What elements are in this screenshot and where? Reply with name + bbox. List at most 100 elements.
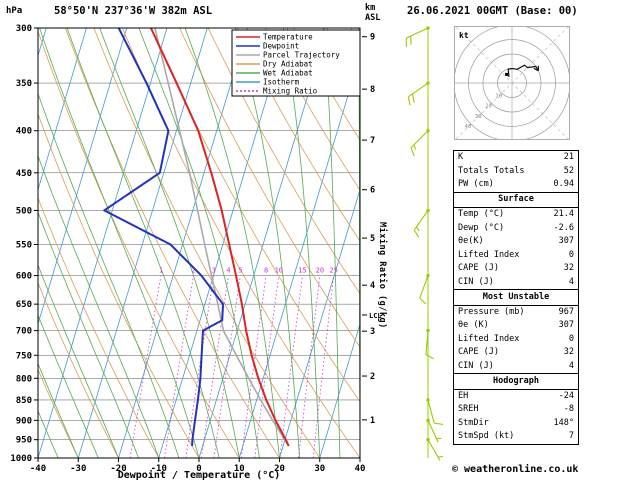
station-title: 58°50'N 237°36'W 382m ASL xyxy=(54,5,213,17)
stat-value: 21.4 xyxy=(553,209,574,219)
svg-text:450: 450 xyxy=(16,169,32,179)
stat-row: θe (K) 307 xyxy=(454,319,578,333)
svg-text:0: 0 xyxy=(196,464,201,474)
svg-text:1: 1 xyxy=(159,267,163,275)
stat-label: PW (cm) xyxy=(458,179,494,189)
mixing-ratio-lines xyxy=(129,275,335,458)
svg-text:15: 15 xyxy=(298,267,306,275)
stat-label: CIN (J) xyxy=(458,360,494,371)
stat-row: SREH -8 xyxy=(454,403,578,417)
svg-text:8: 8 xyxy=(370,85,375,95)
svg-text:4: 4 xyxy=(370,281,375,291)
svg-text:2: 2 xyxy=(370,372,375,382)
stat-label: Temp (°C) xyxy=(458,209,505,219)
mixing-ratio-labels: 1 2 3 4 5 8 10 15 20 25 xyxy=(159,267,338,275)
svg-text:950: 950 xyxy=(16,436,32,446)
svg-text:3: 3 xyxy=(212,267,216,275)
svg-text:-30: -30 xyxy=(70,464,86,474)
svg-text:-40: -40 xyxy=(30,464,46,474)
stat-row: θe(K) 307 xyxy=(454,235,578,249)
stat-value: 4 xyxy=(568,360,574,371)
stat-label: StmDir xyxy=(458,417,489,428)
temp-axis-title: Dewpoint / Temperature (°C) xyxy=(117,470,281,481)
svg-text:350: 350 xyxy=(16,79,32,89)
svg-text:850: 850 xyxy=(16,396,32,406)
svg-text:650: 650 xyxy=(16,300,32,310)
skewt-chart: 3003504004505005506006507007508008509009… xyxy=(10,24,443,474)
stat-value: 32 xyxy=(563,347,574,357)
asl-label: ASL xyxy=(365,13,381,23)
storm-motion-marker xyxy=(505,72,509,76)
stat-label: Pressure (mb) xyxy=(458,306,525,317)
svg-text:Dry Adiabat: Dry Adiabat xyxy=(263,60,313,69)
stat-row: Pressure (mb) 967 xyxy=(454,306,578,320)
stat-row: Lifted Index 0 xyxy=(454,333,578,347)
hodograph-unit-label: kt xyxy=(459,31,469,40)
svg-text:9: 9 xyxy=(370,33,375,43)
stat-label: K xyxy=(458,152,464,162)
stat-value: -8 xyxy=(563,404,574,414)
stat-label: Lifted Index xyxy=(458,333,520,344)
stat-row: Dewp (°C) -2.6 xyxy=(454,222,578,236)
svg-text:40: 40 xyxy=(465,124,472,130)
stat-value: 0 xyxy=(568,333,574,344)
stat-label: Lifted Index xyxy=(458,249,520,260)
stat-row: Totals Totals 52 xyxy=(454,165,578,179)
svg-text:550: 550 xyxy=(16,240,32,250)
lcl-marker: LCL xyxy=(369,312,382,320)
temp-axis: -40 -30 -20 -10 0 10 20 30 40 xyxy=(30,458,365,474)
wind-barb-column xyxy=(405,26,443,461)
stat-value: 307 xyxy=(558,320,574,330)
svg-text:900: 900 xyxy=(16,416,32,426)
stat-value: 148° xyxy=(553,417,574,428)
stat-row: PW (cm) 0.94 xyxy=(454,178,578,192)
stat-value: 21 xyxy=(563,152,574,162)
svg-text:-10: -10 xyxy=(151,464,167,474)
section-header: Most Unstable xyxy=(454,289,578,306)
stat-value: 307 xyxy=(558,236,574,246)
section-header: Hodograph xyxy=(454,373,578,390)
copyright-label: © weatheronline.co.uk xyxy=(452,464,579,475)
dewpoint-line xyxy=(103,28,224,447)
svg-text:-20: -20 xyxy=(110,464,126,474)
pressure-unit-label: hPa xyxy=(6,6,23,16)
temperature-line xyxy=(149,28,290,447)
svg-text:Isotherm: Isotherm xyxy=(263,78,300,87)
stat-label: Totals Totals xyxy=(458,165,525,176)
stat-value: -2.6 xyxy=(553,222,574,233)
svg-text:20: 20 xyxy=(485,104,492,110)
svg-text:1000: 1000 xyxy=(10,454,32,464)
km-axis-title: km ASL xyxy=(365,3,380,23)
stat-row: StmSpd (kt) 7 xyxy=(454,430,578,444)
svg-text:Wet Adiabat: Wet Adiabat xyxy=(263,69,313,78)
stat-row: CIN (J) 4 xyxy=(454,360,578,374)
svg-text:10: 10 xyxy=(234,464,245,474)
km-axis: 1 2 3 4 5 6 7 8 9 LCL xyxy=(362,33,382,426)
stat-label: CIN (J) xyxy=(458,276,494,287)
mixing-ratio-axis-title: Mixing Ratio (g/kg) xyxy=(377,222,387,329)
svg-text:5: 5 xyxy=(238,267,242,275)
stat-row: K 21 xyxy=(454,151,578,165)
svg-text:3: 3 xyxy=(370,327,375,337)
svg-text:1: 1 xyxy=(370,416,375,426)
svg-text:20: 20 xyxy=(316,267,324,275)
stat-label: StmSpd (kt) xyxy=(458,431,515,441)
parcel-trajectory-line xyxy=(154,28,290,447)
stat-row: EH -24 xyxy=(454,390,578,404)
profiles xyxy=(103,28,290,447)
svg-text:10: 10 xyxy=(275,267,283,275)
svg-text:300: 300 xyxy=(16,24,32,34)
stat-label: SREH xyxy=(458,404,479,414)
svg-text:Dewpoint: Dewpoint xyxy=(263,42,299,51)
stat-value: 0.94 xyxy=(553,179,574,189)
stat-row: StmDir 148° xyxy=(454,417,578,431)
svg-text:500: 500 xyxy=(16,206,32,216)
stat-label: EH xyxy=(458,390,469,401)
hodograph-trace xyxy=(507,64,539,78)
stat-label: θe (K) xyxy=(458,320,489,330)
stat-row: Temp (°C) 21.4 xyxy=(454,208,578,222)
svg-text:25: 25 xyxy=(329,267,337,275)
stat-row: CAPE (J) 32 xyxy=(454,346,578,360)
svg-text:6: 6 xyxy=(370,186,375,196)
